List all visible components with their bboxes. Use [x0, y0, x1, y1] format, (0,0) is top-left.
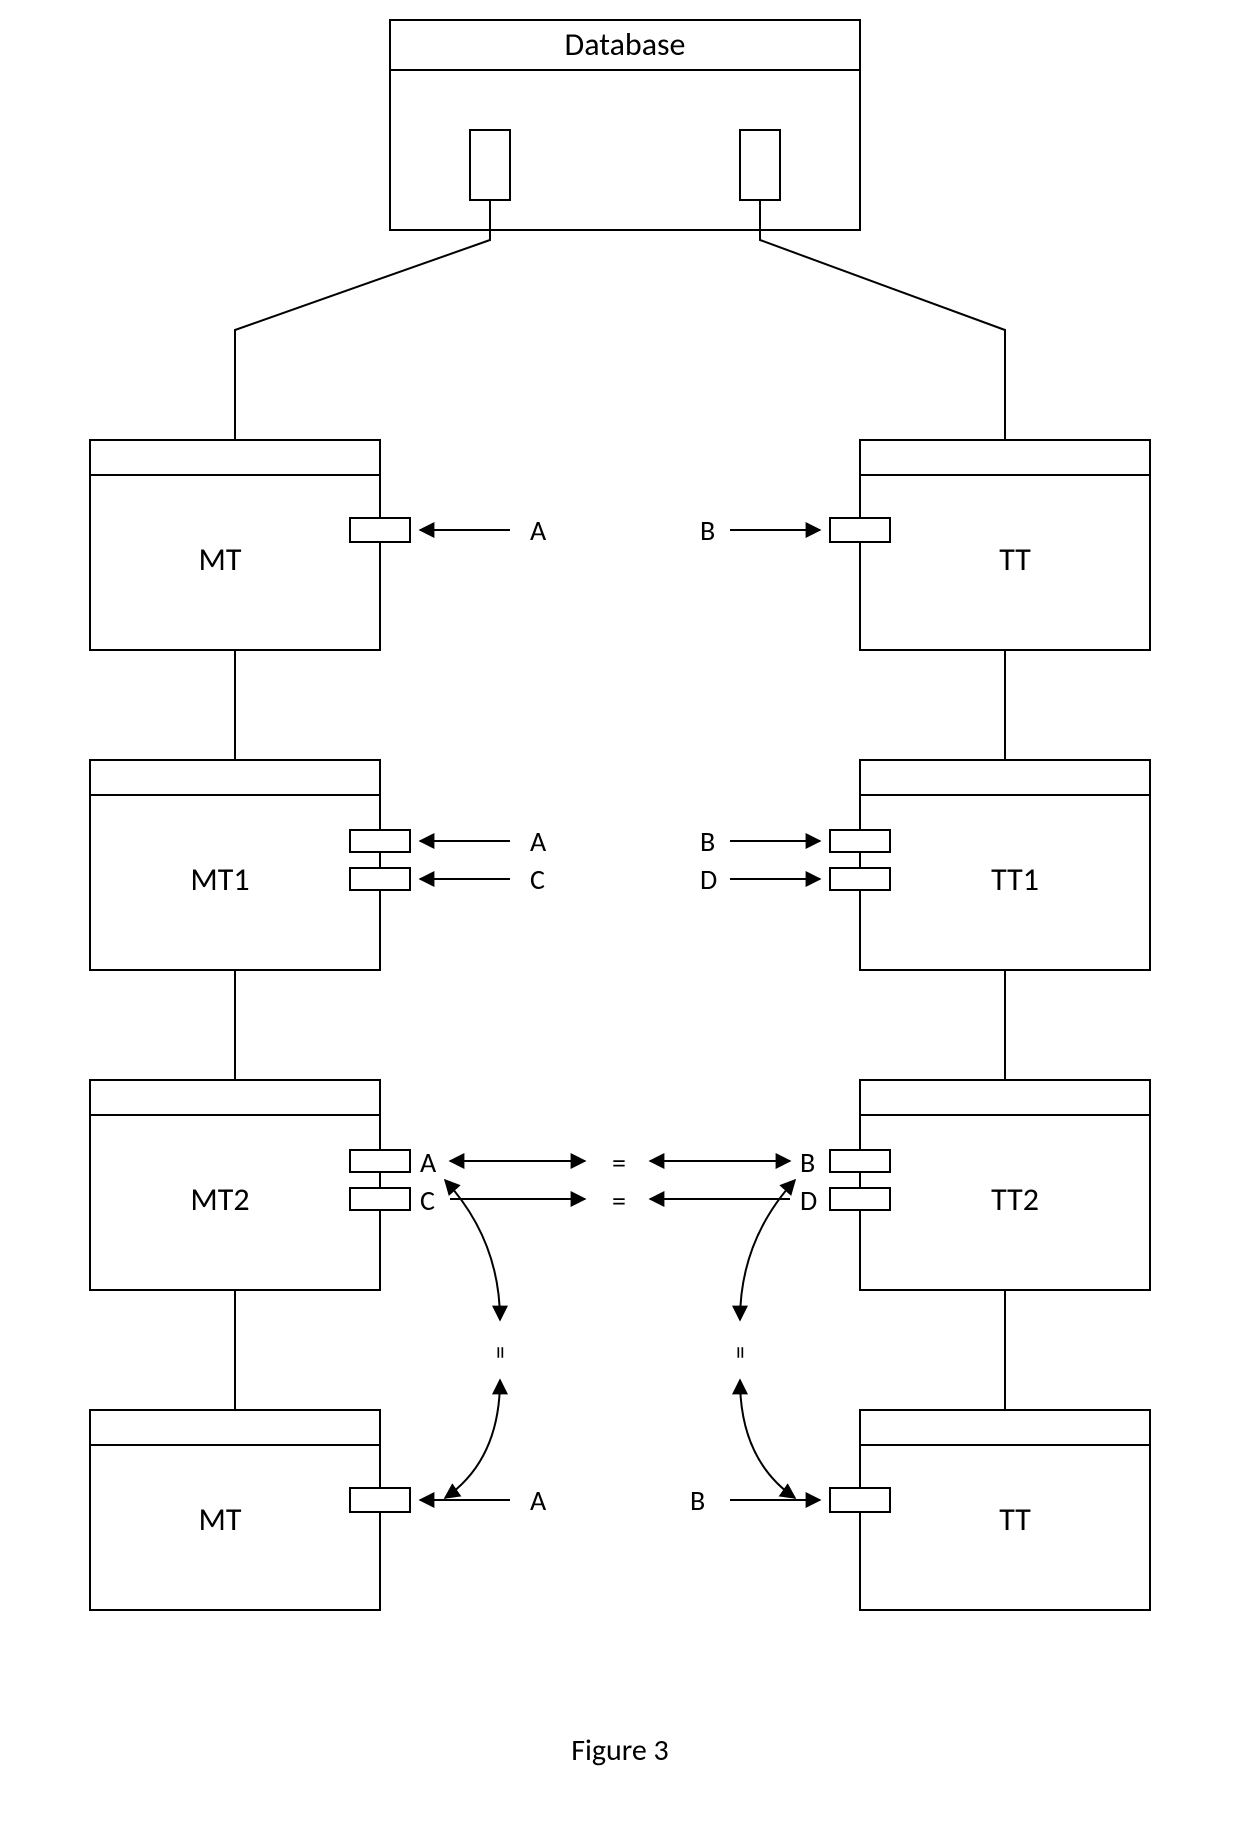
text-mtb-a: A: [530, 1483, 547, 1518]
text-eq4: =: [725, 1346, 757, 1359]
text-mt1-c: C: [530, 862, 545, 897]
port-tt1-d: [830, 868, 890, 890]
label-database: Database: [565, 25, 686, 64]
label-mt1: MT1: [190, 860, 249, 899]
port-mt-a: [350, 518, 410, 542]
label-tt2: TT2: [991, 1180, 1039, 1219]
text-mt1-a: A: [530, 824, 547, 859]
edge-db-to-mt: [235, 200, 490, 440]
text-tt1-b: B: [700, 824, 715, 859]
text-mt2-a: A: [420, 1145, 437, 1180]
label-mt2: MT2: [190, 1180, 249, 1219]
node-mt1: MT1: [90, 760, 410, 970]
text-tt1-d: D: [700, 862, 717, 897]
label-ttb: TT: [999, 1500, 1031, 1539]
text-ttb-b: B: [690, 1483, 705, 1518]
node-database: Database: [390, 20, 860, 230]
curve-b-down: [740, 1380, 795, 1498]
text-tt2-d: D: [800, 1183, 817, 1218]
curve-a-up: [445, 1180, 500, 1320]
text-tt2-b: B: [800, 1145, 815, 1180]
text-mt2-c: C: [420, 1183, 435, 1218]
text-eq2: =: [612, 1183, 626, 1218]
port-tt1-b: [830, 830, 890, 852]
edge-db-to-tt: [760, 200, 1005, 440]
label-mtb: MT: [199, 1500, 242, 1539]
port-db-right: [740, 130, 780, 200]
port-ttb-b: [830, 1488, 890, 1512]
node-tt1: TT1: [830, 760, 1150, 970]
text-mt-a: A: [530, 513, 547, 548]
port-mt1-a: [350, 830, 410, 852]
text-eq3: =: [485, 1346, 517, 1359]
node-mt2: MT2: [90, 1080, 410, 1290]
label-mt: MT: [199, 540, 242, 579]
port-mt2-a: [350, 1150, 410, 1172]
figure-diagram: Database MT TT MT1 TT1 MT2: [0, 0, 1240, 1827]
node-tt-bottom: TT: [830, 1410, 1150, 1610]
label-tt1: TT1: [991, 860, 1039, 899]
port-mtb-a: [350, 1488, 410, 1512]
port-tt2-d: [830, 1188, 890, 1210]
text-eq1: =: [612, 1145, 626, 1180]
node-tt2: TT2: [830, 1080, 1150, 1290]
port-tt2-b: [830, 1150, 890, 1172]
label-tt: TT: [999, 540, 1031, 579]
curve-a-down: [445, 1380, 500, 1498]
port-db-left: [470, 130, 510, 200]
port-mt1-c: [350, 868, 410, 890]
port-mt2-c: [350, 1188, 410, 1210]
port-tt-b: [830, 518, 890, 542]
figure-caption: Figure 3: [571, 1732, 669, 1769]
node-mt: MT: [90, 440, 410, 650]
text-tt-b: B: [700, 513, 715, 548]
node-tt: TT: [830, 440, 1150, 650]
node-mt-bottom: MT: [90, 1410, 410, 1610]
curve-b-up: [740, 1180, 795, 1320]
